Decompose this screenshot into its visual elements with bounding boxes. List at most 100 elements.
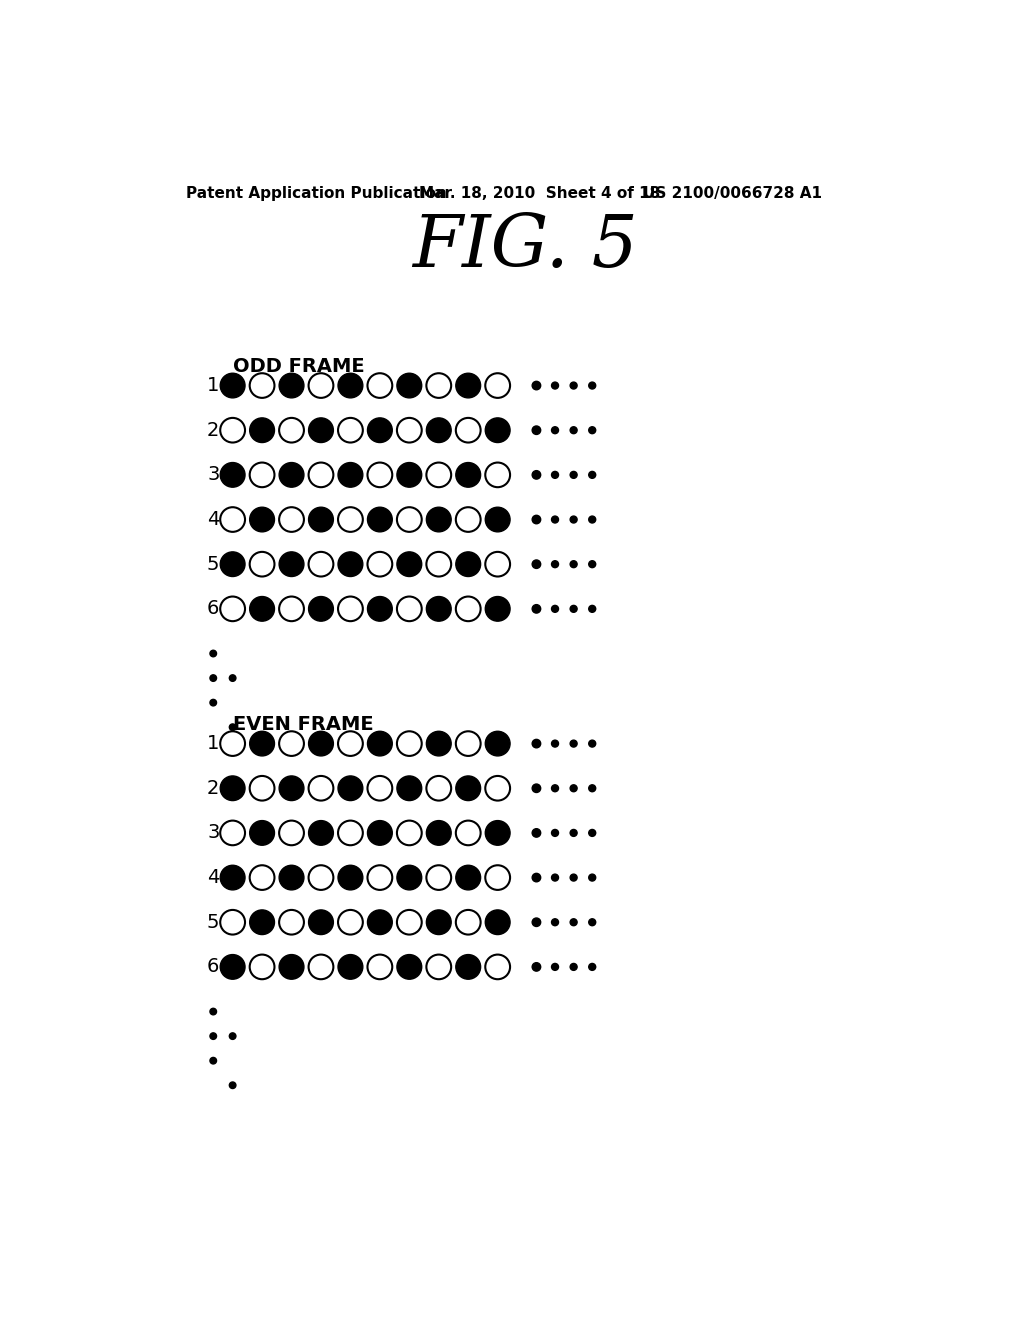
Circle shape	[338, 731, 362, 756]
Circle shape	[250, 507, 274, 532]
Circle shape	[485, 462, 510, 487]
Circle shape	[552, 426, 558, 434]
Circle shape	[589, 426, 596, 434]
Circle shape	[368, 909, 392, 935]
Circle shape	[426, 731, 452, 756]
Circle shape	[589, 381, 596, 389]
Circle shape	[368, 954, 392, 979]
Circle shape	[570, 561, 578, 568]
Circle shape	[532, 784, 541, 792]
Circle shape	[485, 552, 510, 577]
Circle shape	[552, 381, 558, 389]
Circle shape	[426, 909, 452, 935]
Circle shape	[485, 954, 510, 979]
Circle shape	[368, 462, 392, 487]
Circle shape	[368, 821, 392, 845]
Circle shape	[250, 374, 274, 397]
Circle shape	[426, 374, 452, 397]
Circle shape	[532, 471, 541, 479]
Circle shape	[338, 597, 362, 622]
Circle shape	[308, 821, 334, 845]
Circle shape	[397, 462, 422, 487]
Circle shape	[589, 561, 596, 568]
Circle shape	[532, 874, 541, 882]
Circle shape	[426, 954, 452, 979]
Circle shape	[570, 919, 578, 925]
Circle shape	[426, 821, 452, 845]
Circle shape	[485, 418, 510, 442]
Circle shape	[229, 1032, 236, 1039]
Circle shape	[368, 731, 392, 756]
Circle shape	[570, 829, 578, 837]
Circle shape	[570, 381, 578, 389]
Circle shape	[338, 821, 362, 845]
Circle shape	[397, 776, 422, 800]
Text: 1: 1	[207, 734, 219, 754]
Text: US 2100/0066728 A1: US 2100/0066728 A1	[643, 186, 822, 201]
Circle shape	[308, 418, 334, 442]
Circle shape	[426, 418, 452, 442]
Circle shape	[552, 561, 558, 568]
Circle shape	[426, 866, 452, 890]
Circle shape	[220, 909, 245, 935]
Circle shape	[456, 507, 480, 532]
Circle shape	[229, 675, 236, 681]
Circle shape	[220, 866, 245, 890]
Circle shape	[220, 731, 245, 756]
Circle shape	[308, 597, 334, 622]
Circle shape	[532, 739, 541, 748]
Circle shape	[250, 776, 274, 800]
Circle shape	[532, 560, 541, 569]
Circle shape	[397, 909, 422, 935]
Circle shape	[308, 954, 334, 979]
Circle shape	[589, 964, 596, 970]
Circle shape	[552, 785, 558, 792]
Text: 2: 2	[207, 779, 219, 797]
Circle shape	[210, 700, 216, 706]
Circle shape	[589, 606, 596, 612]
Circle shape	[308, 552, 334, 577]
Circle shape	[397, 954, 422, 979]
Circle shape	[308, 462, 334, 487]
Circle shape	[485, 731, 510, 756]
Circle shape	[338, 418, 362, 442]
Circle shape	[338, 909, 362, 935]
Text: 4: 4	[207, 510, 219, 529]
Circle shape	[250, 866, 274, 890]
Circle shape	[552, 829, 558, 837]
Circle shape	[368, 418, 392, 442]
Circle shape	[308, 776, 334, 800]
Circle shape	[589, 829, 596, 837]
Circle shape	[229, 1082, 236, 1089]
Circle shape	[456, 374, 480, 397]
Circle shape	[220, 821, 245, 845]
Circle shape	[397, 821, 422, 845]
Circle shape	[280, 507, 304, 532]
Circle shape	[250, 552, 274, 577]
Circle shape	[220, 552, 245, 577]
Circle shape	[532, 917, 541, 927]
Circle shape	[397, 374, 422, 397]
Circle shape	[338, 552, 362, 577]
Circle shape	[426, 462, 452, 487]
Circle shape	[485, 374, 510, 397]
Circle shape	[552, 741, 558, 747]
Circle shape	[589, 919, 596, 925]
Circle shape	[589, 741, 596, 747]
Circle shape	[280, 954, 304, 979]
Circle shape	[552, 516, 558, 523]
Circle shape	[280, 597, 304, 622]
Circle shape	[456, 776, 480, 800]
Circle shape	[338, 954, 362, 979]
Circle shape	[570, 785, 578, 792]
Circle shape	[456, 866, 480, 890]
Circle shape	[280, 909, 304, 935]
Circle shape	[280, 418, 304, 442]
Circle shape	[552, 874, 558, 880]
Circle shape	[308, 374, 334, 397]
Circle shape	[589, 471, 596, 478]
Circle shape	[280, 731, 304, 756]
Circle shape	[220, 374, 245, 397]
Circle shape	[532, 605, 541, 612]
Text: 1: 1	[207, 376, 219, 395]
